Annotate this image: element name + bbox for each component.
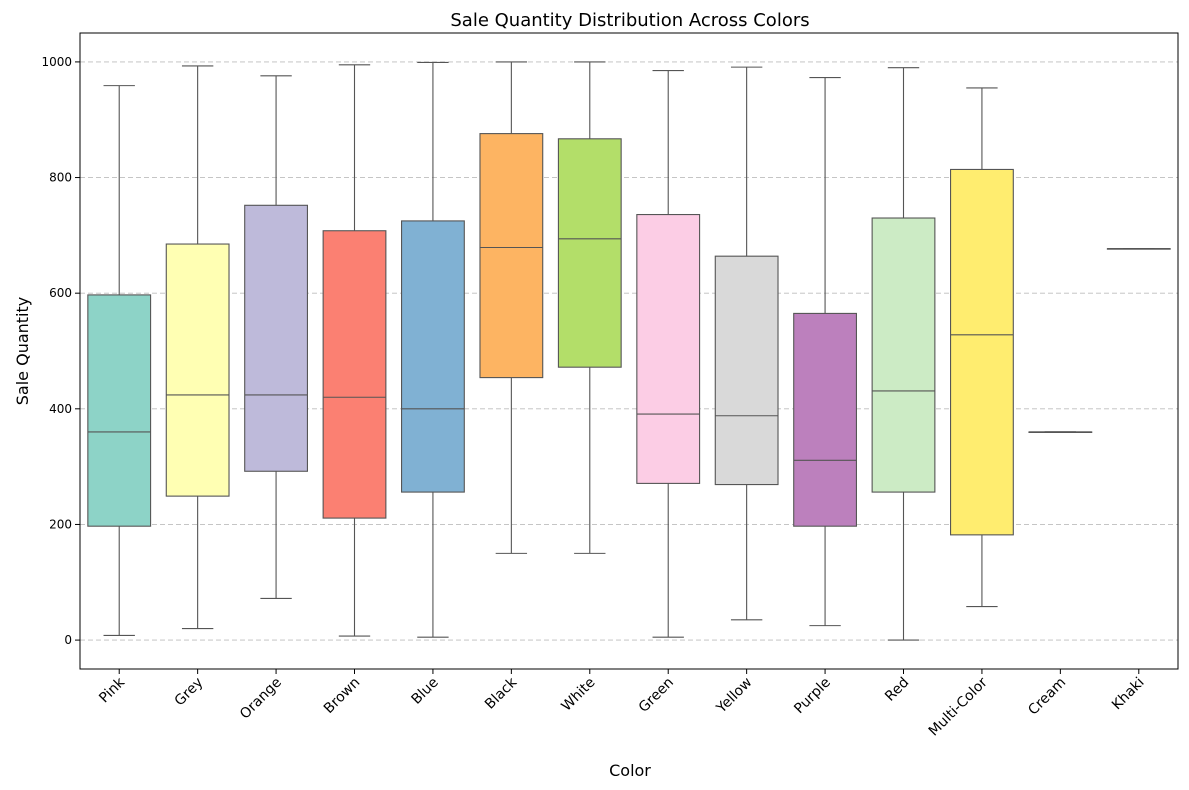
iqr-box [165, 243, 230, 497]
x-tick-label: Khaki [1109, 675, 1148, 714]
iqr-box [714, 255, 779, 486]
x-tick-label: Pink [96, 674, 128, 706]
box-purple [793, 76, 857, 627]
box-black [479, 61, 544, 554]
box-grey [165, 65, 230, 630]
box-red [871, 67, 936, 641]
iqr-box [950, 168, 1014, 536]
box-green [636, 70, 701, 638]
x-tick-label: Blue [409, 675, 442, 708]
y-tick-label: 800 [49, 171, 72, 185]
plot-frame [79, 32, 1179, 670]
iqr-box [557, 138, 622, 368]
iqr-box [871, 217, 936, 493]
boxes [87, 61, 1171, 641]
x-tick-label: Black [482, 674, 521, 713]
y-tick-label: 0 [64, 633, 72, 647]
x-tick-label: Orange [237, 675, 285, 723]
y-axis-ticks: 0 200 400 600 800 1000 [41, 55, 80, 647]
iqr-box [244, 204, 308, 472]
x-axis-ticks: Pink Grey Orange Brown Blue Black White Green Ye… [96, 669, 1148, 739]
x-tick-label: Brown [321, 675, 363, 717]
x-tick-label: Green [636, 675, 677, 716]
box-multi-color [950, 87, 1014, 608]
iqr-box [87, 294, 152, 527]
box-pink [87, 85, 152, 637]
box-brown [322, 64, 387, 637]
iqr-box [322, 230, 387, 519]
x-tick-label: Cream [1025, 675, 1069, 719]
box-cream [1028, 431, 1093, 433]
box-yellow [714, 66, 779, 621]
x-tick-label: Red [882, 675, 912, 705]
x-tick-label: Yellow [713, 675, 756, 718]
x-tick-label: Grey [172, 675, 207, 710]
x-tick-label: Multi-Color [926, 674, 991, 739]
y-tick-label: 600 [49, 286, 72, 300]
x-axis-label: Color [609, 761, 651, 780]
box-khaki [1106, 248, 1171, 250]
chart-title: Sale Quantity Distribution Across Colors [450, 10, 809, 31]
y-tick-label: 1000 [41, 55, 72, 69]
box-blue [401, 61, 465, 638]
iqr-box [636, 213, 701, 484]
x-tick-label: White [559, 675, 599, 715]
iqr-box [401, 220, 465, 493]
y-tick-label: 200 [49, 517, 72, 531]
x-tick-label: Purple [791, 675, 834, 718]
y-tick-label: 400 [49, 402, 72, 416]
iqr-box [793, 312, 857, 527]
box-orange [244, 75, 308, 600]
box-white [557, 61, 622, 554]
iqr-box [479, 133, 544, 379]
y-axis-label: Sale Quantity [13, 297, 32, 405]
